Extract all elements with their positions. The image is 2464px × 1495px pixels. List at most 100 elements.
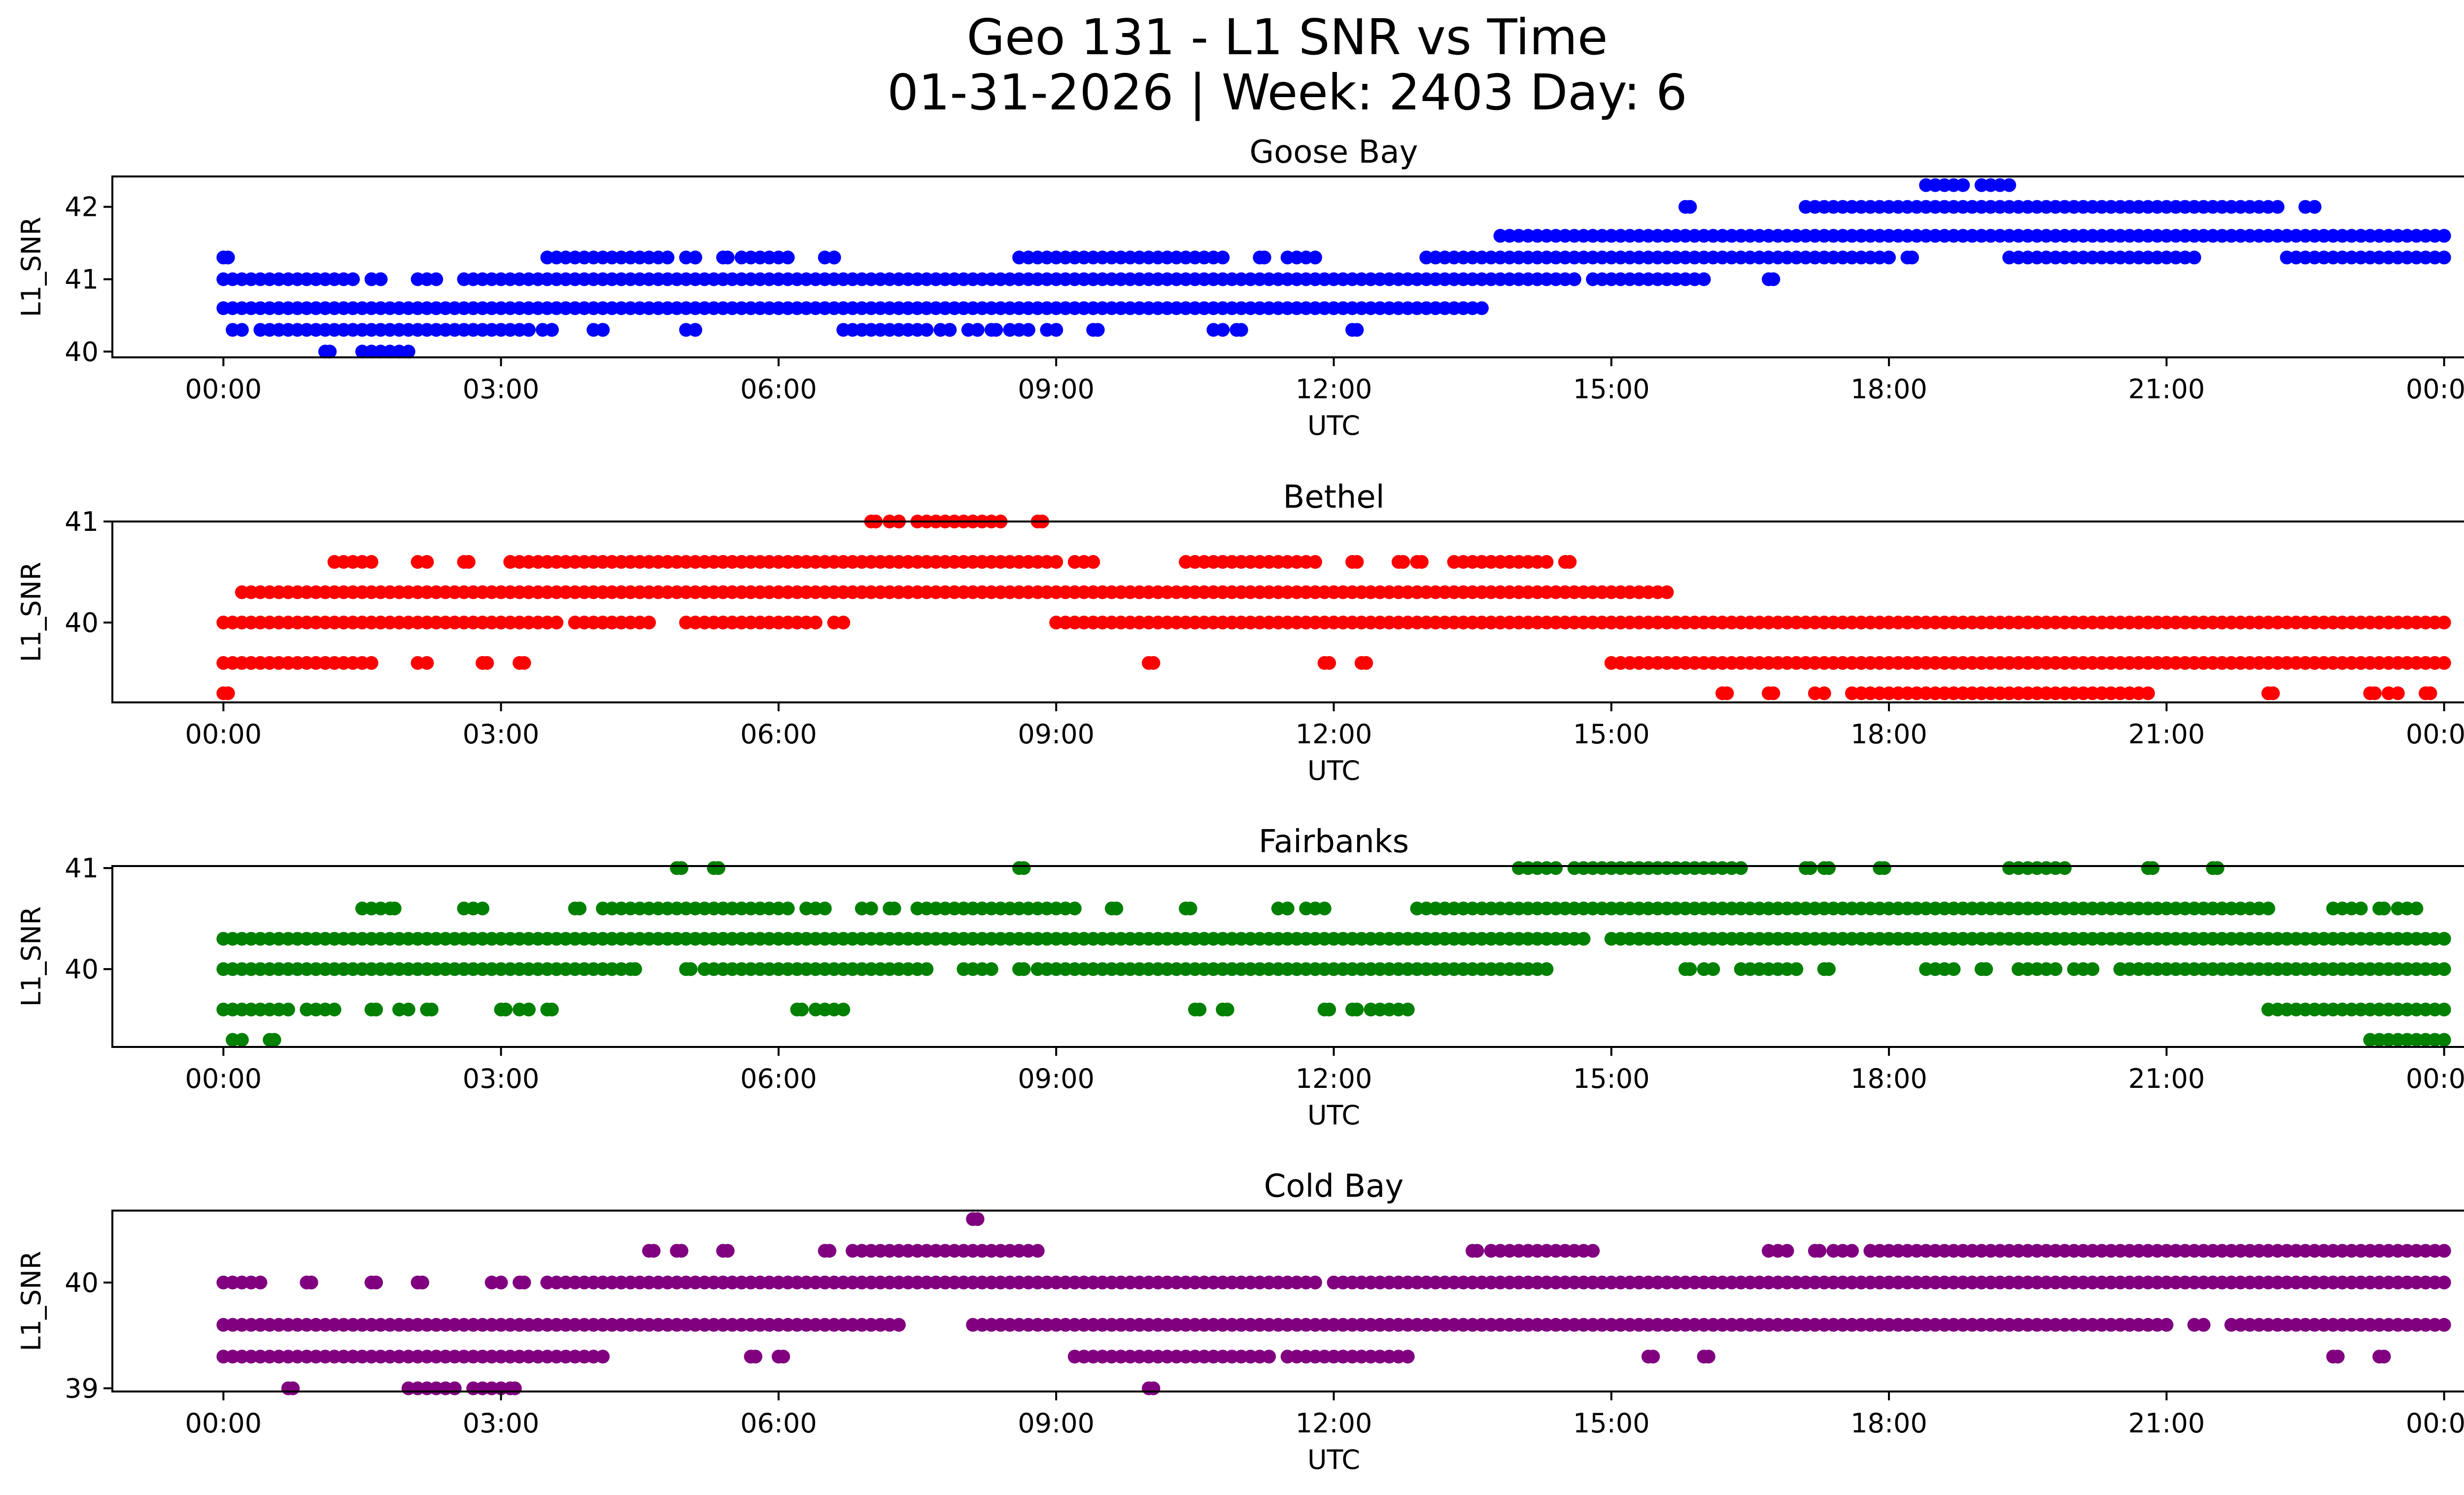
x-tick-label: 21:00: [2128, 374, 2205, 405]
data-point: [1396, 555, 1410, 569]
data-point: [387, 902, 402, 916]
data-point: [970, 323, 985, 337]
data-point: [1549, 861, 1563, 875]
data-point: [984, 962, 998, 976]
data-point: [688, 323, 702, 337]
data-point: [1308, 1275, 1322, 1289]
data-point: [1308, 250, 1322, 265]
data-point: [281, 1003, 295, 1017]
data-point: [660, 250, 675, 265]
data-point: [836, 616, 851, 629]
data-point: [364, 555, 378, 569]
x-tick-label: 15:00: [1573, 374, 1650, 405]
data-point: [2367, 686, 2382, 700]
data-point: [1646, 1350, 1660, 1364]
data-point: [1086, 555, 1100, 569]
data-point: [327, 1003, 342, 1017]
data-point: [2210, 861, 2224, 875]
data-point: [2377, 902, 2391, 916]
subplot-title: Bethel: [1283, 479, 1384, 516]
x-tick-label: 09:00: [1018, 1408, 1095, 1439]
data-point: [1789, 962, 1804, 976]
data-point: [1017, 962, 1031, 976]
x-tick-label: 00:00: [185, 719, 262, 750]
data-point: [1193, 1003, 1207, 1017]
data-point: [517, 1275, 531, 1289]
data-point: [1109, 902, 1124, 916]
data-point: [447, 1381, 462, 1395]
data-point: [2266, 686, 2280, 700]
data-point: [2437, 229, 2451, 243]
x-tick-label: 00:00: [185, 1063, 262, 1094]
data-point: [401, 345, 415, 359]
data-point: [2270, 200, 2285, 214]
data-point: [1540, 962, 1554, 976]
data-point: [2437, 250, 2451, 265]
data-point: [1766, 686, 1780, 700]
scatter-series-fairbanks: [216, 861, 2451, 1047]
y-tick-label: 39: [65, 1373, 99, 1404]
data-point: [776, 1350, 790, 1364]
data-point: [1706, 962, 1720, 976]
data-point: [2437, 932, 2451, 946]
data-point: [1586, 1244, 1600, 1258]
subplot-goose-bay: Goose Bay 00:00 03:00 06:00 09:00 12:00 15:00 1…: [16, 134, 2464, 441]
data-point: [688, 250, 702, 265]
subplot-bethel: Bethel 00:00 03:00 06:00 09:00 12:00 15:00 18:0…: [16, 479, 2464, 786]
data-point: [1660, 585, 1674, 599]
data-point: [1697, 272, 1711, 286]
data-point: [461, 555, 476, 569]
x-tick-label: 03:00: [463, 374, 540, 405]
data-point: [415, 1275, 429, 1289]
data-point: [1683, 962, 1697, 976]
data-point: [545, 323, 559, 337]
data-point: [346, 272, 360, 286]
x-tick-label: 18:00: [1850, 1408, 1927, 1439]
data-point: [887, 902, 901, 916]
data-point: [1017, 861, 1031, 875]
data-point: [2437, 1275, 2451, 1289]
data-point: [1021, 323, 1035, 337]
data-point: [2423, 686, 2437, 700]
data-point: [1414, 555, 1429, 569]
data-point: [2437, 1318, 2451, 1332]
x-tick-label: 12:00: [1296, 1408, 1372, 1439]
x-tick-label: 12:00: [1296, 719, 1372, 750]
data-point: [684, 962, 698, 976]
x-tick-label: 21:00: [2128, 1063, 2205, 1094]
data-point: [1216, 323, 1230, 337]
data-point: [1822, 861, 1836, 875]
data-point: [1470, 1244, 1484, 1258]
data-point: [1947, 962, 1961, 976]
data-point: [809, 616, 822, 629]
data-point: [1234, 323, 1248, 337]
y-tick-label: 40: [65, 954, 99, 985]
x-tick-label: 00:00: [2406, 1408, 2464, 1439]
data-point: [836, 1003, 851, 1017]
data-point: [970, 1212, 985, 1226]
data-point: [781, 902, 795, 916]
x-tick-label: 09:00: [1018, 374, 1095, 405]
data-point: [1350, 1003, 1364, 1017]
x-axis-label: UTC: [1307, 755, 1360, 786]
data-point: [2437, 616, 2451, 629]
data-point: [401, 1003, 415, 1017]
x-axis-label: UTC: [1307, 1444, 1360, 1475]
data-point: [628, 962, 642, 976]
x-tick-label: 09:00: [1018, 719, 1095, 750]
data-point: [1220, 1003, 1234, 1017]
data-point: [1308, 555, 1322, 569]
data-point: [1979, 962, 1993, 976]
data-point: [573, 902, 587, 916]
data-point: [1262, 1350, 1276, 1364]
x-tick-label: 12:00: [1296, 374, 1372, 405]
x-axis-label: UTC: [1307, 1100, 1360, 1131]
data-point: [2437, 962, 2451, 976]
data-point: [2354, 902, 2368, 916]
data-point: [374, 272, 388, 286]
data-point: [369, 1003, 383, 1017]
x-tick-label: 15:00: [1573, 1408, 1650, 1439]
data-point: [2437, 1033, 2451, 1047]
x-tick-label: 06:00: [740, 1408, 817, 1439]
